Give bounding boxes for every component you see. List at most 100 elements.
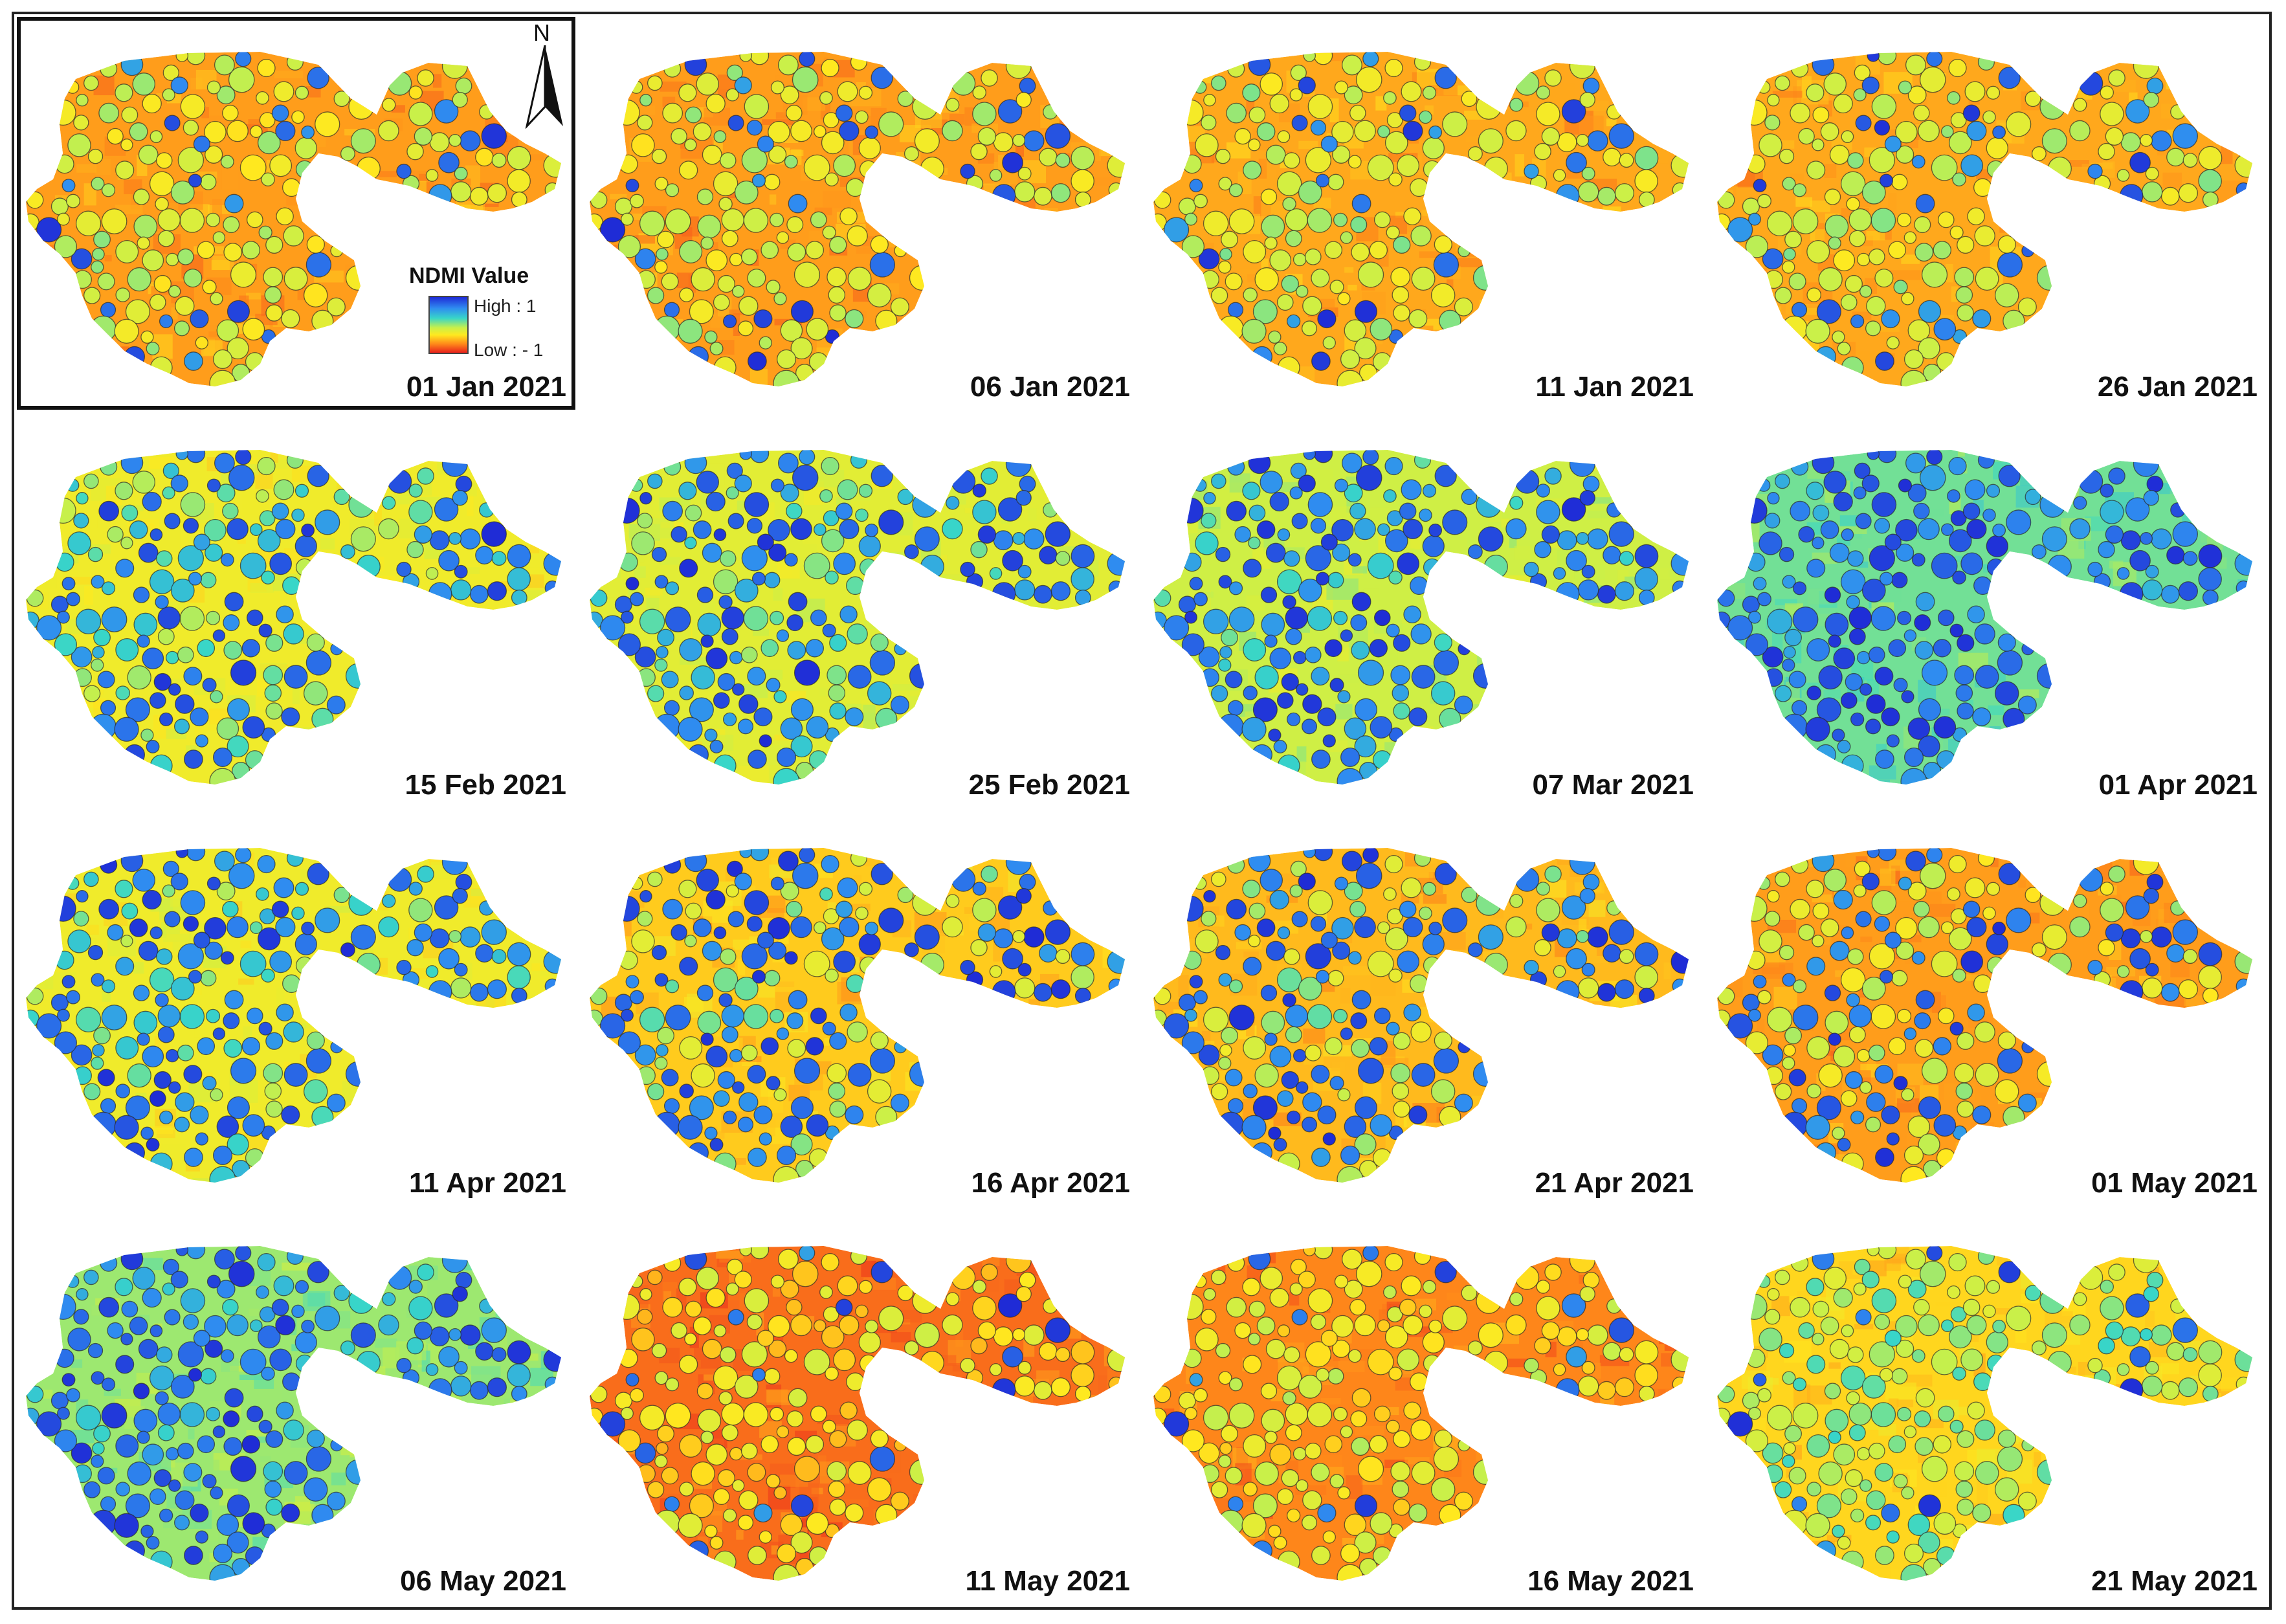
land-patch: [2076, 1076, 2085, 1099]
pivot-field: [1812, 902, 1830, 920]
pivot-field: [1017, 564, 1032, 579]
pivot-field: [265, 1032, 283, 1050]
pivot-field: [26, 987, 44, 1005]
pivot-field: [73, 668, 92, 687]
land-patch: [254, 1436, 271, 1443]
land-patch: [2141, 663, 2162, 687]
pivot-field: [2145, 962, 2159, 977]
pivot-field: [245, 352, 265, 372]
pivot-field: [1268, 330, 1282, 344]
land-patch: [1118, 86, 1125, 105]
pivot-field: [162, 1282, 175, 1296]
pivot-field: [1017, 1361, 1032, 1375]
pivot-field: [1322, 734, 1336, 748]
pivot-field: [283, 1419, 304, 1441]
pivot-field: [1745, 235, 1769, 258]
pivot-field: [307, 465, 329, 487]
pivot-field: [150, 926, 163, 939]
pivot-field: [773, 1486, 787, 1500]
land-patch: [38, 1513, 65, 1534]
pivot-field: [871, 863, 893, 885]
pivot-field: [1957, 236, 1975, 254]
pivot-field: [1383, 91, 1397, 105]
pivot-field: [1260, 72, 1283, 96]
land-patch: [412, 1473, 425, 1493]
pivot-field: [294, 484, 309, 498]
pivot-field: [1557, 928, 1577, 949]
pivot-field: [696, 869, 719, 892]
pivot-field: [657, 1425, 674, 1443]
land-patch: [511, 1027, 534, 1048]
land-patch: [346, 859, 369, 874]
land-patch: [1670, 681, 1687, 695]
pivot-field: [50, 99, 76, 126]
pivot-field: [1764, 513, 1781, 529]
pivot-field: [837, 877, 858, 898]
pivot-field: [133, 984, 150, 1001]
pivot-field: [1261, 612, 1285, 637]
pivot-field: [829, 304, 847, 322]
pivot-field: [829, 1032, 847, 1050]
land-patch: [61, 882, 69, 895]
pivot-field: [1606, 502, 1622, 518]
land-patch: [1772, 91, 1803, 98]
land-patch: [2207, 522, 2230, 535]
land-patch: [1069, 1547, 1089, 1562]
pivot-field: [1798, 128, 1815, 145]
pivot-field: [634, 248, 656, 270]
pivot-field: [1805, 318, 1830, 344]
pivot-field: [164, 1309, 181, 1326]
pivot-field: [770, 1008, 784, 1023]
pivot-field: [1393, 236, 1411, 254]
land-patch: [1775, 599, 1797, 606]
pivot-field: [1218, 973, 1232, 987]
land-patch: [1028, 1121, 1047, 1130]
pivot-field: [2166, 944, 2185, 963]
pivot-field: [1790, 500, 1811, 522]
pivot-field: [679, 638, 703, 662]
land-patch: [1162, 862, 1170, 874]
land-patch: [1463, 737, 1493, 752]
land-patch: [1095, 303, 1124, 318]
pivot-field: [770, 1274, 784, 1289]
pivot-field: [1002, 948, 1023, 970]
pivot-field: [177, 545, 204, 572]
land-patch: [1461, 339, 1476, 353]
pivot-field: [858, 85, 873, 100]
pivot-field: [441, 849, 468, 875]
pivot-field: [153, 274, 172, 293]
land-patch: [1122, 1302, 1125, 1317]
pivot-field: [159, 1508, 173, 1523]
land-patch: [1252, 756, 1265, 776]
date-label: 01 Jan 2021: [406, 371, 566, 403]
pivot-field: [951, 71, 976, 96]
pivot-field: [806, 318, 829, 341]
land-patch: [2072, 615, 2100, 625]
pivot-field: [1825, 1010, 1849, 1035]
pivot-field: [839, 1401, 858, 1420]
pivot-field: [162, 462, 179, 479]
land-patch: [343, 714, 357, 729]
pivot-field: [1903, 1027, 1917, 1040]
pivot-field: [1792, 979, 1807, 994]
pivot-field: [1833, 249, 1856, 272]
pivot-field: [1430, 1079, 1456, 1104]
land-patch: [1348, 284, 1357, 291]
pivot-field: [438, 550, 460, 572]
pivot-field: [414, 525, 433, 544]
pivot-field: [1614, 183, 1634, 203]
pivot-field: [713, 171, 738, 197]
land-patch: [1043, 267, 1062, 282]
land-patch: [417, 254, 434, 260]
pivot-field: [170, 76, 188, 95]
land-patch: [1612, 625, 1636, 649]
pivot-field: [651, 148, 667, 164]
pivot-field: [858, 137, 881, 159]
pivot-field: [1561, 99, 1586, 124]
pivot-field: [165, 651, 179, 665]
pivot-field: [740, 1044, 758, 1062]
pivot-field: [1742, 595, 1760, 614]
pivot-field: [814, 1319, 827, 1333]
land-patch: [2252, 1021, 2269, 1034]
pivot-field: [1410, 1021, 1432, 1043]
